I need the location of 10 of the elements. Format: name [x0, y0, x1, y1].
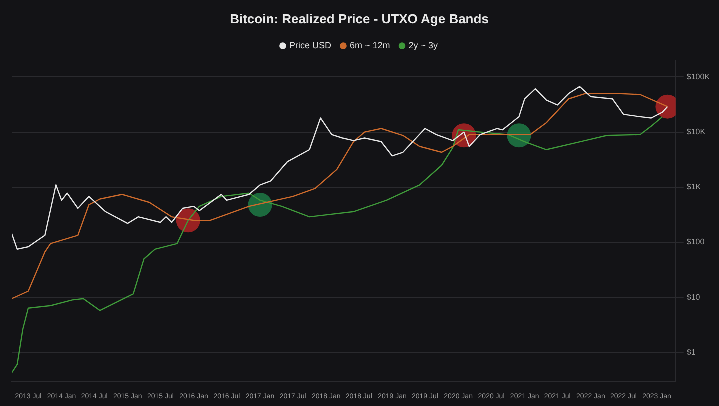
legend-label: Price USD [289, 40, 332, 51]
y-tick-label: $10 [686, 292, 701, 302]
legend-label: 6m ~ 12m [350, 40, 390, 51]
y-tick-label: $100K [686, 72, 711, 82]
y-tick-label: $10K [686, 128, 706, 137]
y-tick-label: $1K [686, 182, 702, 192]
y-tick-label: $100 [686, 238, 706, 247]
y-tick-label: $1 [686, 348, 696, 357]
legend-label: 2y ~ 3y [408, 40, 439, 51]
chart-title: Bitcoin: Realized Price - UTXO Age Bands [230, 11, 489, 26]
